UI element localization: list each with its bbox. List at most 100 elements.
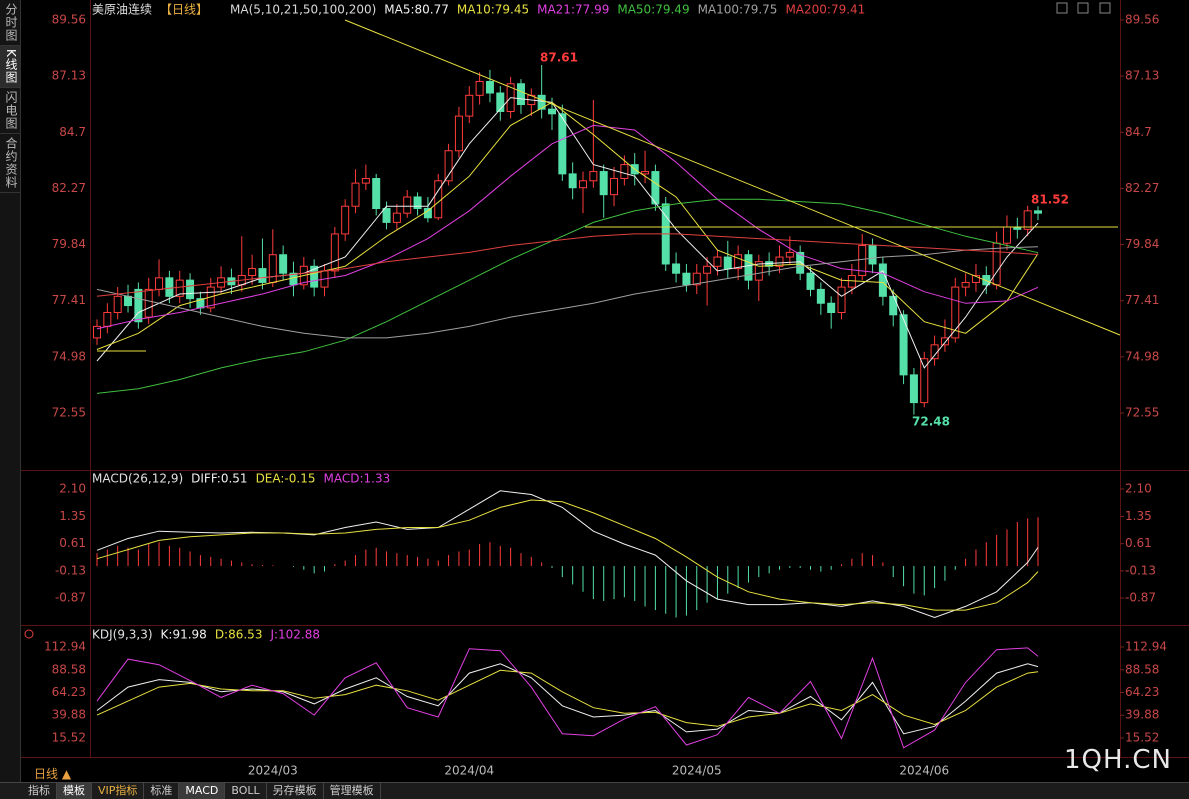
low-label: 72.48: [912, 415, 950, 429]
y-tick-label: 15.52: [52, 731, 86, 745]
y-tick-label: -0.13: [55, 563, 86, 577]
icon[interactable]: [1056, 2, 1068, 14]
sidebar-tab[interactable]: 闪电图: [0, 88, 20, 134]
legend-item: K:91.98: [161, 628, 207, 642]
bottom-tab[interactable]: 标准: [144, 783, 180, 799]
kdj-icon[interactable]: [24, 629, 34, 639]
candle-body: [423, 208, 432, 219]
candle-body: [703, 265, 712, 274]
candle-body: [558, 113, 567, 175]
candle-body: [279, 254, 288, 274]
candle-body: [610, 177, 619, 196]
candle-body: [723, 256, 732, 270]
candle-body: [889, 295, 898, 316]
candle-body: [547, 108, 556, 115]
bottom-tab[interactable]: 管理模板: [324, 783, 381, 799]
legend-item: MA200:79.41: [785, 3, 865, 17]
legend-item: 美原油连续: [92, 2, 152, 17]
x-tick-label: 2024/04: [444, 764, 494, 778]
trend-lines: [97, 19, 1121, 352]
legend-item: MACD:1.33: [323, 472, 390, 486]
y-tick-label: 72.55: [52, 406, 86, 420]
y-tick-label: 84.7: [1125, 125, 1152, 139]
candle-body: [134, 288, 143, 323]
period-label[interactable]: 日线: [34, 767, 59, 781]
y-tick-label: 0.61: [59, 536, 86, 550]
candle-body: [403, 196, 412, 214]
y-tick-label: 0.61: [1125, 536, 1152, 550]
y-tick-label: 77.41: [52, 293, 86, 307]
y-tick-label: 84.7: [59, 125, 86, 139]
candle-body: [589, 171, 598, 182]
series-line: [96, 499, 1039, 611]
y-tick-label: 79.84: [1125, 237, 1159, 251]
y-tick-label: 89.56: [1125, 13, 1159, 27]
candle-body: [93, 325, 101, 339]
candle-body: [754, 261, 763, 281]
candle-body: [930, 344, 939, 360]
series-line: [96, 246, 1039, 339]
candle-body: [186, 279, 195, 300]
candle-body: [940, 337, 949, 346]
bottom-tab[interactable]: BOLL: [225, 783, 267, 799]
candle-body: [951, 286, 960, 339]
candle-body: [413, 196, 422, 210]
candle-body: [878, 263, 887, 297]
period-selector[interactable]: 日线 ▲: [34, 767, 72, 781]
candle-body: [341, 205, 350, 235]
sidebar-tab[interactable]: 合约资料: [0, 134, 20, 193]
y-tick-label: 77.41: [1125, 293, 1159, 307]
high-label: 81.52: [1031, 193, 1069, 207]
icon[interactable]: [1077, 2, 1089, 14]
high-label: 87.61: [540, 51, 578, 65]
candle-body: [258, 268, 267, 283]
icon[interactable]: [1099, 2, 1111, 14]
candle-body: [713, 256, 722, 267]
y-tick-label: 2.10: [59, 482, 86, 496]
bottom-tab[interactable]: VIP指标: [92, 783, 145, 799]
candle-body: [899, 314, 908, 376]
candle-body: [372, 177, 381, 210]
candle-body: [444, 150, 453, 182]
y-tick-label: 88.58: [52, 662, 86, 676]
candle-body: [920, 358, 929, 404]
sidebar-tab[interactable]: 分时图: [0, 0, 20, 46]
series-line: [96, 97, 1039, 369]
legend-item: MACD(26,12,9): [92, 472, 183, 486]
bottom-tab[interactable]: 另存模板: [267, 783, 324, 799]
legend-item: MA(5,10,21,50,100,200): [230, 3, 376, 17]
y-tick-label: 87.13: [1125, 69, 1159, 83]
candle-body: [620, 164, 629, 179]
sidebar-tab[interactable]: K线图: [0, 46, 20, 88]
plot-area: 2024/03 2024/04 2024/05 2024/06 89.56 89.56 87…: [44, 2, 1167, 778]
sidebar: 分时图 K线图 闪电图 合约资料: [0, 0, 21, 782]
legend-item: MA5:80.77: [384, 3, 449, 17]
y-tick-label: 112.94: [44, 640, 86, 654]
candle-body: [672, 263, 681, 274]
candle-body: [537, 94, 546, 110]
bottom-tab[interactable]: 指标: [22, 783, 57, 799]
candle-body: [599, 171, 608, 196]
series-line: [96, 669, 1039, 727]
legend-item: MA10:79.45: [457, 3, 529, 17]
y-tick-label: 79.84: [52, 237, 86, 251]
candle-body: [1002, 226, 1011, 244]
candle-body: [175, 279, 184, 297]
legend-item: DEA:-0.15: [256, 472, 316, 486]
candle-body: [330, 233, 339, 272]
candle-body: [734, 254, 743, 270]
bottom-tab[interactable]: MACD: [179, 783, 226, 799]
y-tick-label: 2.10: [1125, 482, 1152, 496]
candle-body: [1023, 210, 1032, 230]
candle-body: [961, 281, 970, 288]
candle-body: [361, 177, 370, 184]
candle-body: [165, 277, 174, 297]
y-tick-label: 64.23: [1125, 685, 1159, 699]
bottom-tab[interactable]: 模板: [57, 783, 92, 799]
candle-body: [971, 275, 980, 283]
candle-body: [155, 277, 164, 290]
x-tick-label: 2024/05: [672, 764, 722, 778]
y-tick-label: 64.23: [52, 685, 86, 699]
candle-body: [692, 272, 701, 286]
